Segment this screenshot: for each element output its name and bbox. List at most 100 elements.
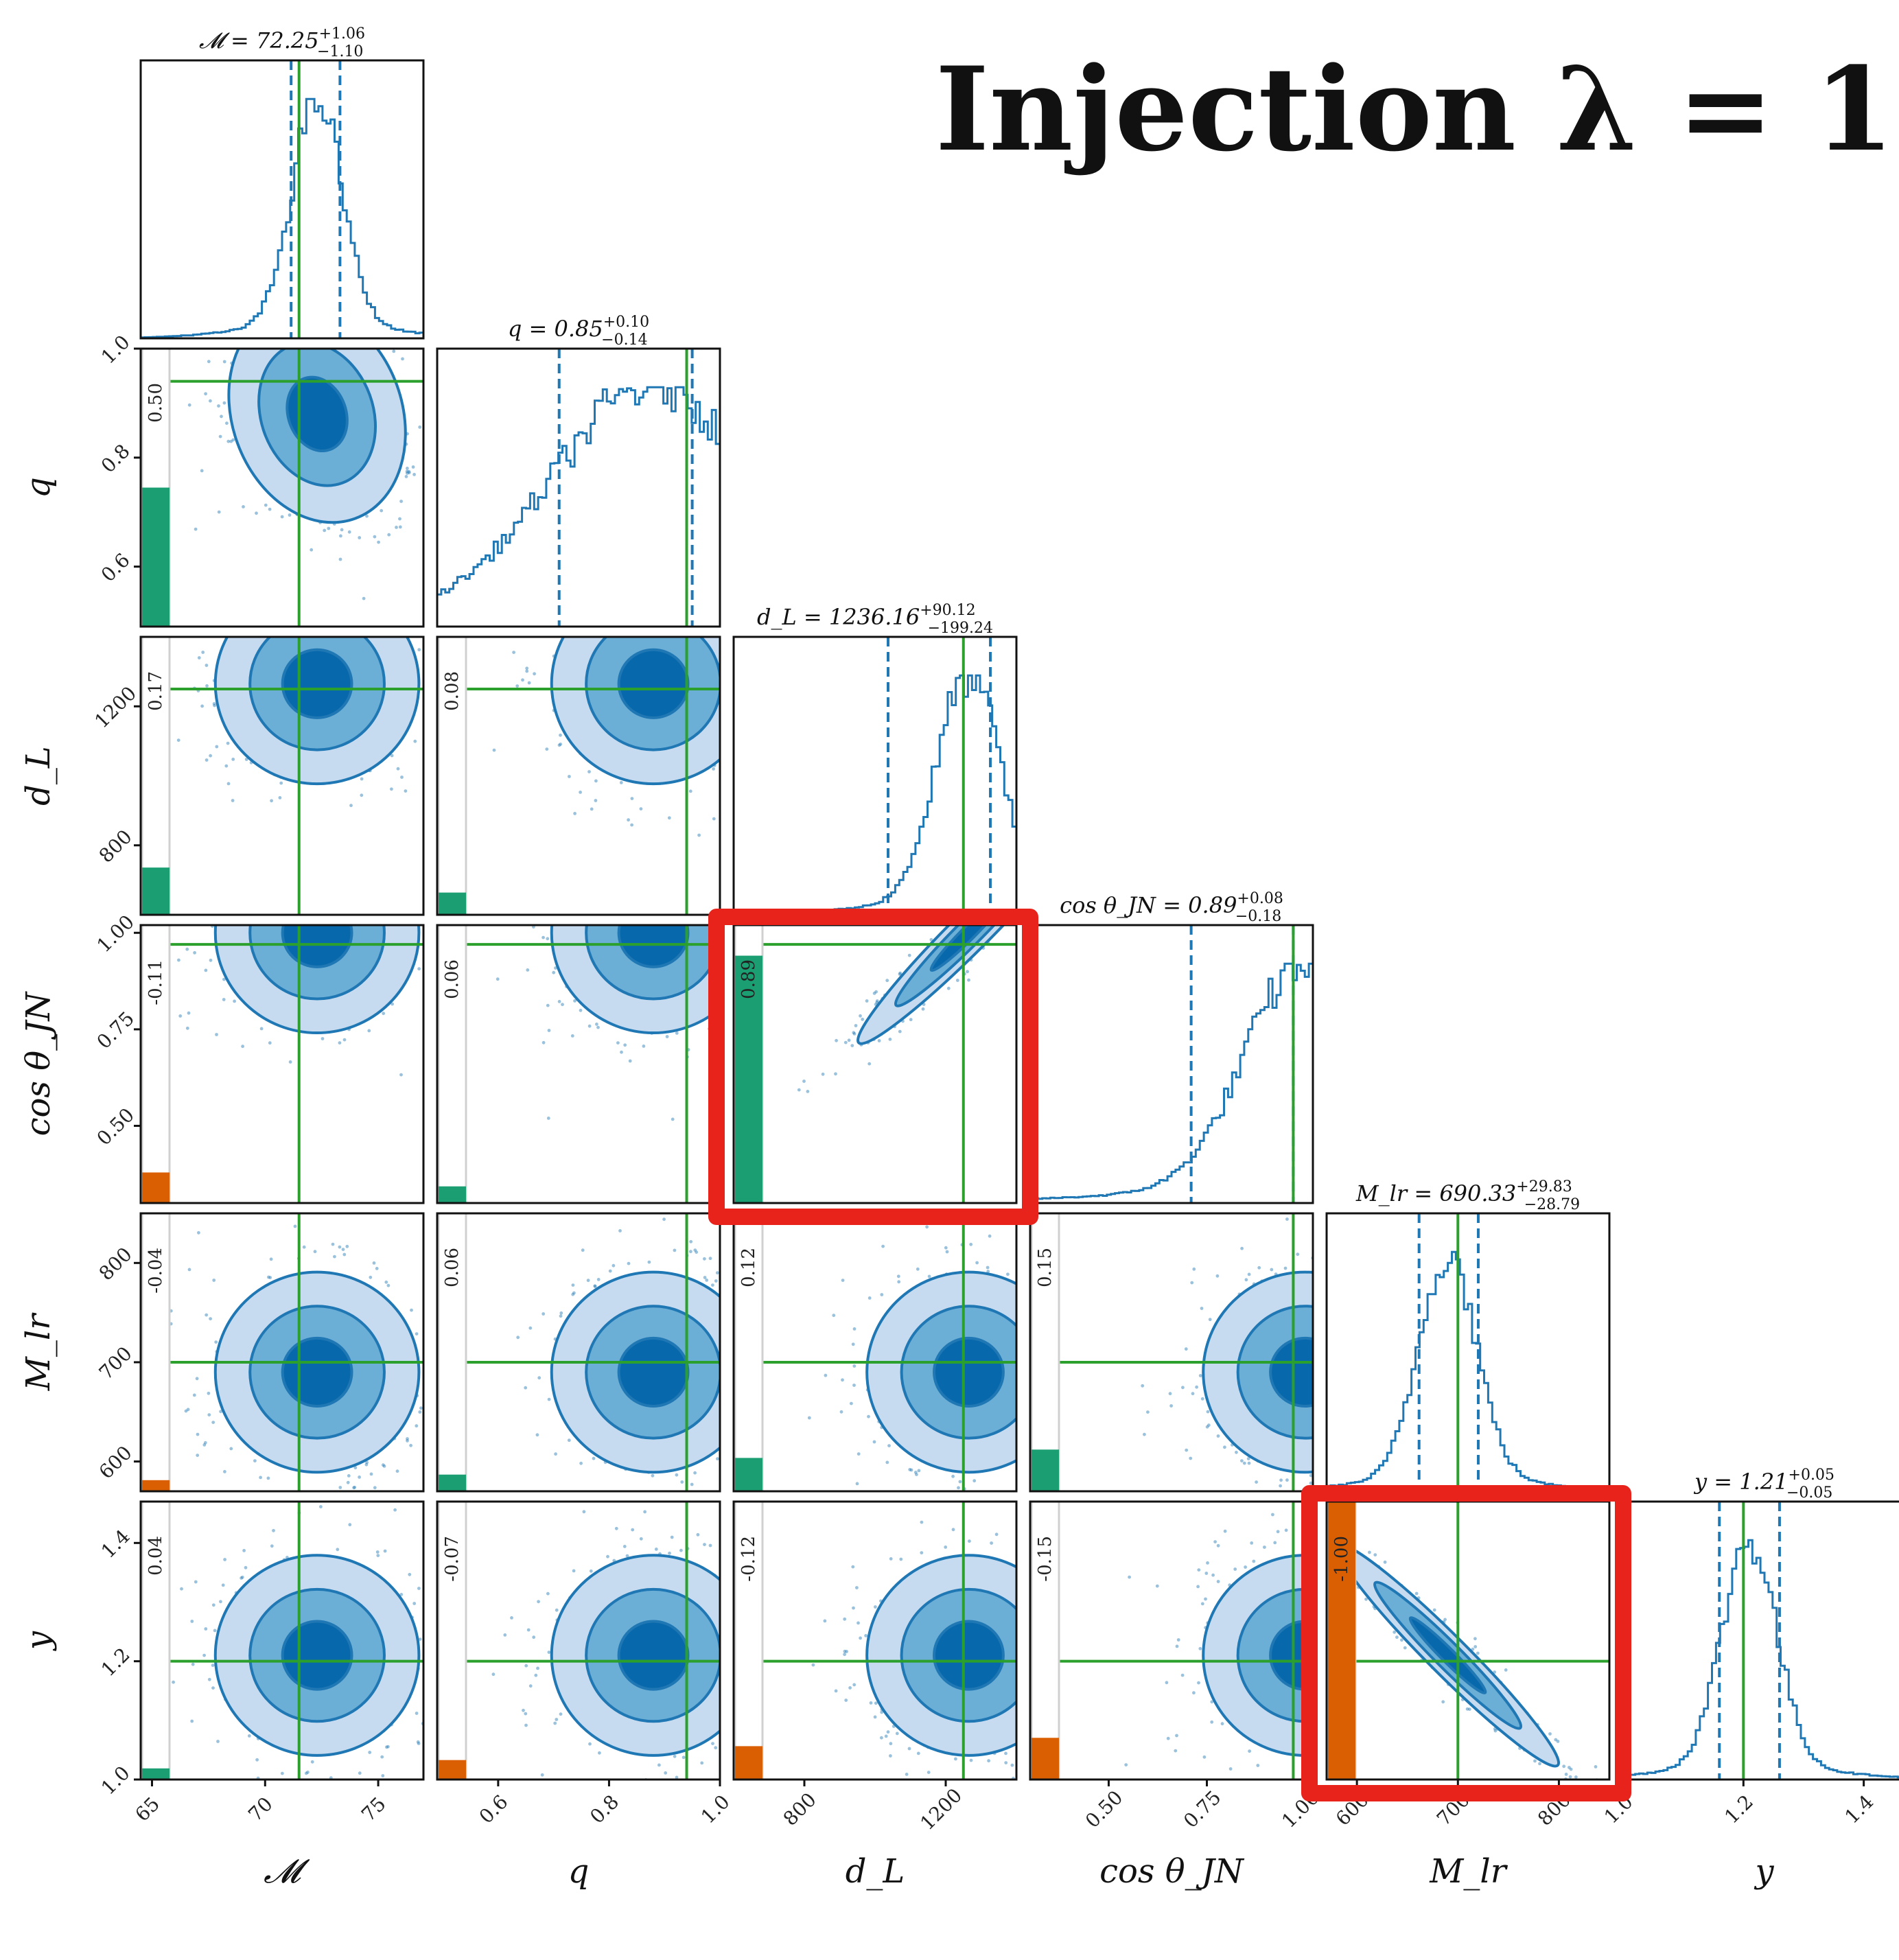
scatter-point <box>1399 1332 1403 1335</box>
scatter-point <box>1355 1416 1359 1419</box>
scatter-point <box>725 1346 728 1349</box>
scatter-point <box>352 301 356 304</box>
scatter-point <box>1071 1276 1074 1280</box>
correlation-bar-track <box>734 1213 764 1491</box>
scatter-point <box>557 905 561 909</box>
scatter-point <box>655 566 659 570</box>
scatter-point <box>275 823 279 826</box>
scatter-point <box>1338 1438 1342 1441</box>
scatter-point <box>357 891 360 895</box>
scatter-point <box>231 799 235 802</box>
scatter-point <box>776 664 780 668</box>
scatter-point <box>1023 885 1027 889</box>
scatter-point <box>288 513 292 517</box>
scatter-point <box>981 905 985 909</box>
scatter-point <box>334 593 337 596</box>
scatter-point <box>546 937 550 941</box>
scatter-point <box>1355 1413 1359 1416</box>
scatter-point <box>178 1014 183 1018</box>
scatter-point <box>229 1447 233 1451</box>
scatter-point <box>627 1261 631 1265</box>
scatter-point <box>382 1465 386 1468</box>
scatter-point <box>1343 1338 1347 1341</box>
scatter-point <box>524 1386 528 1390</box>
scatter-point <box>248 305 251 309</box>
scatter-point <box>689 1250 692 1254</box>
scatter-point <box>660 898 663 902</box>
scatter-point <box>546 1003 550 1007</box>
scatter-point <box>622 1516 625 1519</box>
scatter-point <box>410 1308 413 1312</box>
scatter-point <box>777 1356 780 1360</box>
scatter-point <box>1395 1423 1399 1426</box>
scatter-point <box>197 616 200 619</box>
scatter-point <box>492 748 496 752</box>
scatter-point <box>260 622 264 625</box>
scatter-point <box>721 863 724 867</box>
scatter-point <box>697 594 701 597</box>
scatter-point <box>625 815 628 818</box>
scatter-point <box>325 865 329 868</box>
scatter-point <box>545 747 549 751</box>
scatter-point <box>226 817 229 821</box>
scatter-point <box>1079 1364 1082 1367</box>
scatter-point <box>607 872 610 876</box>
scatter-point <box>1206 1410 1210 1414</box>
scatter-point <box>301 304 304 307</box>
scatter-point <box>541 935 545 940</box>
scatter-point <box>1342 1379 1346 1382</box>
scatter-point <box>293 1224 297 1228</box>
scatter-point <box>736 845 739 848</box>
scatter-point <box>725 666 728 669</box>
scatter-point <box>331 889 334 893</box>
scatter-point <box>1058 845 1062 849</box>
scatter-point <box>598 880 602 884</box>
scatter-point <box>646 902 650 905</box>
scatter-point <box>703 1257 706 1261</box>
scatter-point <box>611 858 614 861</box>
scatter-point <box>694 632 697 635</box>
scatter-point <box>1367 1543 1371 1546</box>
scatter-point <box>721 671 725 675</box>
correlation-bar-track <box>437 925 467 1203</box>
scatter-point <box>318 859 322 863</box>
scatter-point <box>382 902 385 905</box>
scatter-point <box>992 905 995 908</box>
scatter-point <box>1337 1414 1340 1417</box>
scatter-point <box>872 1440 876 1444</box>
scatter-point <box>1029 871 1033 874</box>
scatter-point <box>205 758 209 762</box>
scatter-point <box>426 926 430 930</box>
scatter-point <box>722 1340 725 1343</box>
scatter-point <box>688 869 692 872</box>
scatter-point <box>949 1198 953 1201</box>
scatter-point <box>662 602 666 605</box>
scatter-point <box>1022 1417 1025 1421</box>
scatter-point <box>741 732 744 736</box>
scatter-point <box>373 587 376 591</box>
correlation-bar-fill <box>142 1480 170 1491</box>
scatter-point <box>293 858 296 861</box>
scatter-point <box>647 1260 651 1264</box>
scatter-point <box>1056 850 1059 853</box>
scatter-point <box>999 894 1003 898</box>
scatter-point <box>1112 1366 1115 1370</box>
scatter-point <box>660 900 664 904</box>
scatter-point <box>533 672 536 676</box>
scatter-point <box>427 875 430 878</box>
scatter-point <box>627 902 630 906</box>
scatter-point <box>1077 812 1081 815</box>
scatter-point <box>334 888 338 891</box>
scatter-point <box>706 852 710 855</box>
scatter-point <box>525 666 529 670</box>
scatter-point <box>624 883 627 886</box>
scatter-point <box>638 873 642 876</box>
scatter-point <box>377 582 381 585</box>
scatter-point <box>330 892 334 896</box>
scatter-point <box>342 1252 347 1257</box>
scatter-point <box>310 332 313 336</box>
scatter-point <box>859 1014 862 1018</box>
scatter-point <box>783 927 787 931</box>
scatter-point <box>1031 863 1034 866</box>
contour-level-3 <box>933 1336 1005 1408</box>
